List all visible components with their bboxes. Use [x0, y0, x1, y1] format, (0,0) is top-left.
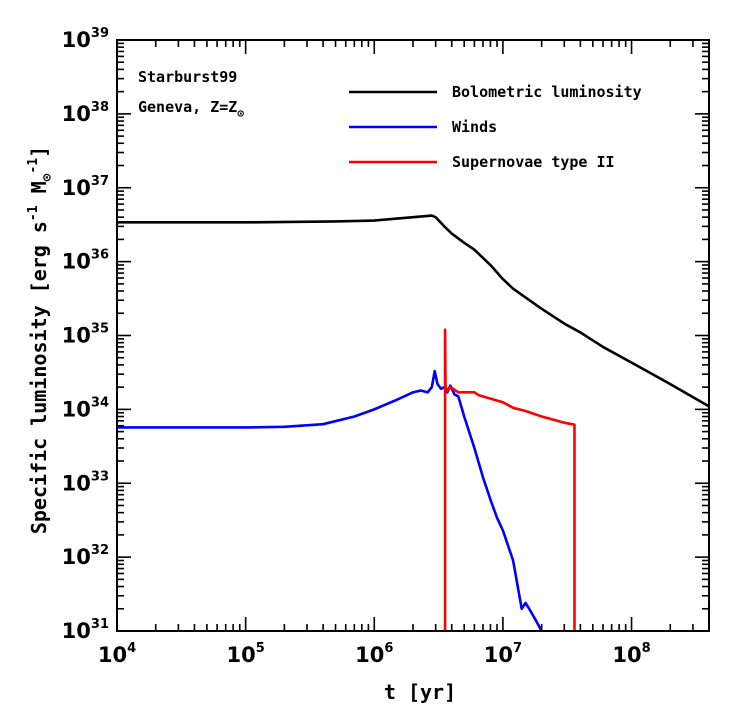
annotation-model: Starburst99 [138, 68, 237, 86]
y-axis-title-sub: ⊙ [40, 173, 55, 181]
y-tick-label-1: 1032 [62, 543, 109, 569]
series-line-2 [443, 328, 576, 631]
y-tick-label-2: 1033 [62, 469, 109, 495]
legend-label-0: Bolometric luminosity [452, 83, 642, 101]
y-tick-label-5: 1036 [62, 248, 109, 274]
y-tick-label-8: 1039 [62, 26, 109, 52]
x-axis-title: t [yr] [384, 680, 456, 704]
x-tick-label-0: 104 [98, 641, 136, 667]
annotation-metallicity-sub: ⊙ [237, 107, 244, 120]
x-tick-label-2: 106 [355, 641, 393, 667]
y-tick-label-6: 1037 [62, 174, 109, 200]
y-axis-title-prefix: Specific luminosity [erg s [27, 221, 51, 534]
series-line-0 [117, 214, 709, 408]
y-tick-label-7: 1038 [62, 100, 109, 126]
x-tick-label-4: 108 [612, 641, 650, 667]
y-axis-title-exp1: -1 [26, 205, 41, 221]
y-axis-title-exp2: -1 [26, 158, 41, 174]
tick-label-layer: 104 105 106 107 108 1031 1032 1033 1034 1035 1036 1… [62, 26, 651, 667]
tick-layer [116, 39, 710, 632]
plot-frame [116, 39, 710, 632]
y-axis-title: Specific luminosity [erg s-1 M⊙-1] [26, 146, 55, 534]
x-tick-label-1: 105 [226, 641, 264, 667]
legend-label-2: Supernovae type II [452, 153, 615, 171]
y-tick-label-0: 1031 [62, 617, 109, 643]
x-tick-label-3: 107 [484, 641, 522, 667]
y-axis-title-mid: M [27, 181, 51, 205]
legend: Bolometric luminosity Winds Supernovae typ… [349, 83, 642, 171]
series-line-1 [117, 369, 543, 631]
annotation-metallicity-prefix: Geneva, Z=Z [138, 98, 237, 116]
y-tick-label-4: 1035 [62, 322, 109, 348]
y-axis-title-suffix: ] [27, 146, 51, 158]
y-tick-label-3: 1034 [62, 395, 109, 421]
annotation-metallicity: Geneva, Z=Z⊙ [138, 98, 244, 120]
legend-label-1: Winds [452, 118, 497, 136]
series-layer [117, 214, 709, 631]
